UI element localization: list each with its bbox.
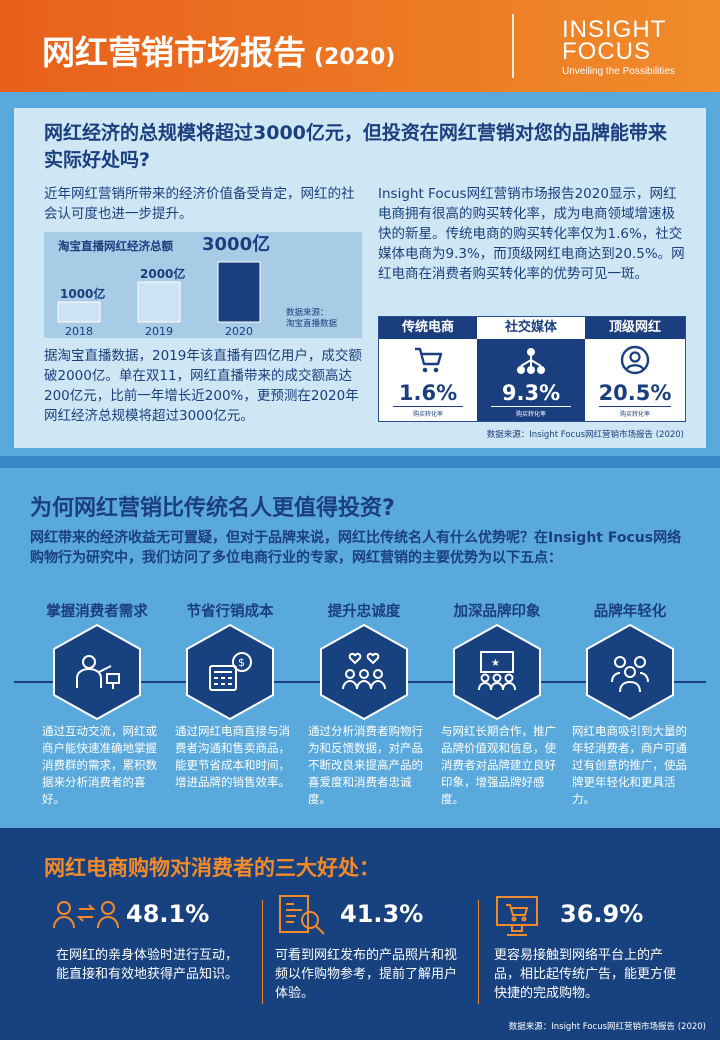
logo-tagline: Unveiling the Possibilities	[562, 66, 675, 77]
conversion-col-traditional: 传统电商 1.6% 购买转化率	[379, 317, 477, 421]
shopping-cart-icon	[413, 345, 443, 379]
benefit-divider	[478, 900, 479, 1004]
title-year: (2020)	[314, 45, 396, 70]
benefit-divider	[262, 900, 263, 1004]
section1-para2: 据淘宝直播数据，2019年该直播有四亿用户，成交额破2000亿。单在双11，网红…	[44, 348, 362, 424]
benefit-value: 48.1%	[126, 900, 210, 928]
value-underline	[599, 406, 671, 407]
section-divider	[0, 456, 720, 468]
chart-source-line2: 淘宝直播数据	[286, 319, 338, 329]
benefit-text: 更容易接触到网络平台上的产品，相比起传统广告，能更方便快捷的完成购物。	[494, 948, 677, 1001]
chart-plot: 1000亿 2018 2000亿 2019 3000亿 2020	[57, 233, 270, 338]
chart-value-label: 2000亿	[140, 266, 185, 281]
conversion-sublabel: 购买转化率	[515, 411, 546, 418]
advantage-text: 通过网红电商直接与消费者沟通和售卖商品，能更节省成本和时间，增进品牌的销售效率。	[175, 724, 290, 789]
advantage-title: 提升忠诚度	[327, 604, 401, 620]
conversion-label: 社交媒体	[477, 317, 585, 339]
section3-title: 网红电商购物对消费者的三大好处：	[44, 856, 380, 880]
chart-source-line1: 数据来源：	[286, 308, 329, 318]
advantage-title: 节省行销成本	[186, 604, 274, 620]
section2-intro: 网红带来的经济收益无可置疑，但对于品牌来说，网红比传统名人有什么优势呢？在Ins…	[30, 530, 682, 566]
conversion-label: 传统电商	[379, 317, 477, 339]
benefit-text: 可看到网红发布的产品照片和视频以作购物参考，提前了解用户体验。	[275, 948, 458, 1001]
young-people-icon	[582, 622, 678, 722]
chart-category-label: 2020	[225, 325, 253, 338]
benefit-text: 在网红的亲身体验时进行互动，能直接和有效地获得产品知识。	[56, 948, 239, 982]
gmv-chart: 淘宝直播网红经济总额 1000亿 2018 2000亿 2019 3000亿 2020 数…	[44, 232, 362, 338]
conversion-sublabel: 购买转化率	[412, 411, 443, 418]
group-hearts-icon	[316, 622, 412, 722]
chart-source: 数据来源： 淘宝直播数据	[286, 308, 337, 330]
section2-title: 为何网红营销比传统名人更值得投资?	[30, 496, 395, 521]
document-search-icon	[276, 894, 330, 942]
audience-board-icon: ★	[449, 622, 545, 722]
value-underline	[393, 406, 463, 407]
section1-source: 数据来源：Insight Focus网红营销市场报告 (2020)	[486, 430, 684, 440]
chart-bar	[217, 261, 261, 323]
chart-value-label: 3000亿	[202, 233, 270, 255]
conversion-value: 9.3%	[501, 381, 561, 405]
section1-para1: 近年网红营销所带来的经济价值备受肯定，网红的社会认可度也进一步提升。	[44, 186, 355, 222]
advantage-text: 与网红长期合作，推广品牌价值观和信息，使消费者对品牌建立良好印象，增强品牌好感度…	[441, 724, 556, 806]
presenter-icon	[49, 622, 145, 722]
exchange-people-icon	[52, 894, 122, 938]
header-divider	[512, 14, 514, 78]
conversion-panel: 传统电商 1.6% 购买转化率 社交媒体 9.3% 购买转化率 顶级网红 20.…	[378, 316, 686, 422]
advantage-title: 品牌年轻化	[593, 604, 667, 620]
benefits-panel	[0, 828, 720, 1040]
section1-question: 网红经济的总规模将超过3000亿元，但投资在网红营销对您的品牌能带来实际好处吗?	[44, 122, 667, 171]
title-text: 网红营销市场报告	[42, 33, 306, 72]
conversion-value: 1.6%	[398, 381, 458, 405]
chart-bar	[57, 301, 101, 323]
section1-para3: Insight Focus网红营销市场报告2020显示，网红电商拥有很高的购买转…	[378, 186, 685, 282]
svg-text:★: ★	[491, 658, 500, 669]
page-title: 网红营销市场报告 (2020)	[42, 26, 395, 74]
chart-bar	[137, 281, 181, 323]
svg-text:$: $	[238, 656, 245, 669]
advantage-text: 通过互动交流，网红或商户能快速准确地掌握消费群的需求，累积数据来分析消费者的喜好…	[42, 724, 157, 806]
conversion-sublabel: 购买转化率	[619, 411, 650, 418]
user-circle-icon	[620, 345, 650, 379]
logo-line1: INSIGHT	[562, 16, 667, 43]
chart-value-label: 1000亿	[60, 286, 105, 301]
section3-source: 数据来源：Insight Focus网红营销市场报告 (2020)	[508, 1022, 706, 1032]
advantage-title: 加深品牌印象	[453, 604, 541, 620]
calculator-money-icon: $	[182, 622, 278, 722]
conversion-col-top-influencer: 顶级网红 20.5% 购买转化率	[585, 317, 685, 421]
conversion-label: 顶级网红	[585, 317, 685, 339]
benefit-value: 36.9%	[560, 900, 644, 928]
monitor-cart-icon	[494, 894, 544, 942]
conversion-value: 20.5%	[598, 381, 672, 405]
advantage-text: 通过分析消费者购物行为和反馈数据，对产品不断改良来提高产品的喜爱度和消费者忠诚度…	[308, 724, 423, 806]
logo-line2: FOCUS	[562, 38, 651, 65]
chart-title: 淘宝直播网红经济总额	[58, 239, 173, 253]
header-banner	[0, 0, 720, 92]
advantage-text: 网红电商吸引到大量的年轻消费者，商户可通过有创意的推广，使品牌更年轻化和更具活力…	[572, 724, 687, 806]
chart-category-label: 2019	[145, 325, 173, 338]
advantage-title: 掌握消费者需求	[46, 604, 148, 620]
value-underline	[491, 406, 571, 407]
conversion-col-social: 社交媒体 9.3% 购买转化率	[477, 317, 585, 421]
social-network-icon	[515, 345, 547, 381]
benefit-value: 41.3%	[340, 900, 424, 928]
chart-category-label: 2018	[65, 325, 93, 338]
